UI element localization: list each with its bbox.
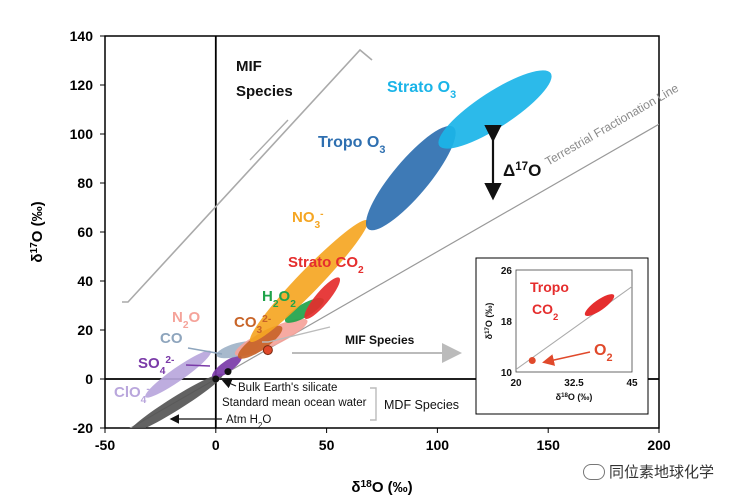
region-co32-: [237, 325, 283, 359]
y-tick-label: 60: [77, 224, 93, 240]
region-strato-o3: [438, 70, 552, 149]
point-standard-mean-ocean-water: [212, 375, 220, 383]
inset-tropo-co2: [584, 294, 615, 317]
region-no3-: [249, 219, 368, 343]
x-tick-label: -50: [95, 437, 115, 453]
mif-top-label-1: MIF: [236, 58, 262, 75]
bulk-earth-label: Bulk Earth's silicate: [238, 382, 337, 394]
plot-area: [128, 70, 659, 428]
smow-label: Standard mean ocean water: [222, 397, 367, 409]
mif-bracket-bottom: [262, 326, 331, 343]
x-tick-label: 0: [212, 437, 220, 453]
y-tick-label: 120: [70, 77, 94, 93]
mif-top-label-2: Species: [236, 83, 293, 100]
y-axis-title: δ17O (‰): [29, 201, 47, 262]
label-so42-: SO42-: [138, 355, 174, 377]
wechat-icon: [582, 463, 605, 480]
label-tropo-o3: Tropo O3: [318, 134, 385, 156]
region-tropo-o3: [365, 125, 456, 231]
inset-tfl-line: [515, 286, 633, 370]
label-h2o2: H2O2: [262, 288, 296, 310]
label-no3-: NO3-: [292, 209, 324, 231]
atm-h2o-label: Atm H2O: [226, 414, 271, 430]
x-axis-title: δ18O (‰): [351, 479, 412, 497]
region-so42-: [212, 355, 242, 378]
inset-y-title: δ17O (‰): [484, 303, 495, 340]
inset-x-title: δ18O (‰): [556, 392, 593, 403]
label-clo4-: ClO4-: [114, 384, 150, 406]
point-o2: [262, 345, 273, 356]
inset-x-tick-label: 32.5: [564, 378, 584, 389]
inset-x-tick-label: 20: [510, 378, 522, 389]
inset-y-tick-label: 18: [501, 317, 513, 328]
watermark-text: 同位素地球化学: [608, 463, 714, 481]
inset-y-tick-label: 26: [501, 266, 513, 277]
y-tick-label: -20: [73, 420, 93, 436]
inset-tropo-label: Tropo: [530, 279, 569, 295]
inset-o2-arrow: [542, 351, 591, 366]
region-clo4-: [145, 350, 212, 398]
inset-co2-label: CO2: [532, 301, 558, 323]
x-tick-label: 150: [537, 437, 561, 453]
label-strato-o3: Strato O3: [387, 79, 456, 101]
region-atm-h2o: [128, 373, 224, 428]
y-tick-label: 40: [77, 273, 93, 289]
x-tick-label: 100: [426, 437, 450, 453]
inset-frame: [515, 269, 633, 373]
label-co32-: CO32-: [234, 314, 271, 336]
x-tick-label: 200: [647, 437, 671, 453]
y-tick-label: 0: [85, 371, 93, 387]
label-co: CO: [160, 330, 183, 347]
x-tick-label: 50: [319, 437, 335, 453]
inset-x-tick-label: 45: [626, 378, 638, 389]
co-pointer: [187, 347, 223, 355]
y-tick-label: 140: [70, 28, 94, 44]
mdf-bracket: [370, 387, 377, 421]
y-tick-label: 100: [70, 126, 94, 142]
mif-bracket-tick: [249, 119, 289, 161]
y-tick-label: 20: [77, 322, 93, 338]
inset-o2-label: O2: [594, 342, 613, 364]
region-strato-co2: [304, 277, 341, 319]
so4-pointer: [185, 364, 211, 367]
inset-o2-point: [528, 357, 536, 365]
point-bulk-earth-s-silicate: [224, 368, 232, 376]
delta-17o-label: Δ17O: [503, 161, 541, 180]
inset-y-tick-label: 10: [501, 368, 513, 379]
mif-bottom-label: MIF Species: [345, 333, 415, 347]
watermark: 同位素地球化学: [582, 461, 714, 482]
mdf-label: MDF Species: [384, 398, 459, 412]
bulk-earth-arrow: [221, 379, 237, 389]
label-strato-co2: Strato CO2: [288, 254, 364, 276]
label-n2o: N2O: [172, 309, 201, 331]
y-tick-label: 80: [77, 175, 93, 191]
mif-bracket-top: [122, 48, 373, 303]
